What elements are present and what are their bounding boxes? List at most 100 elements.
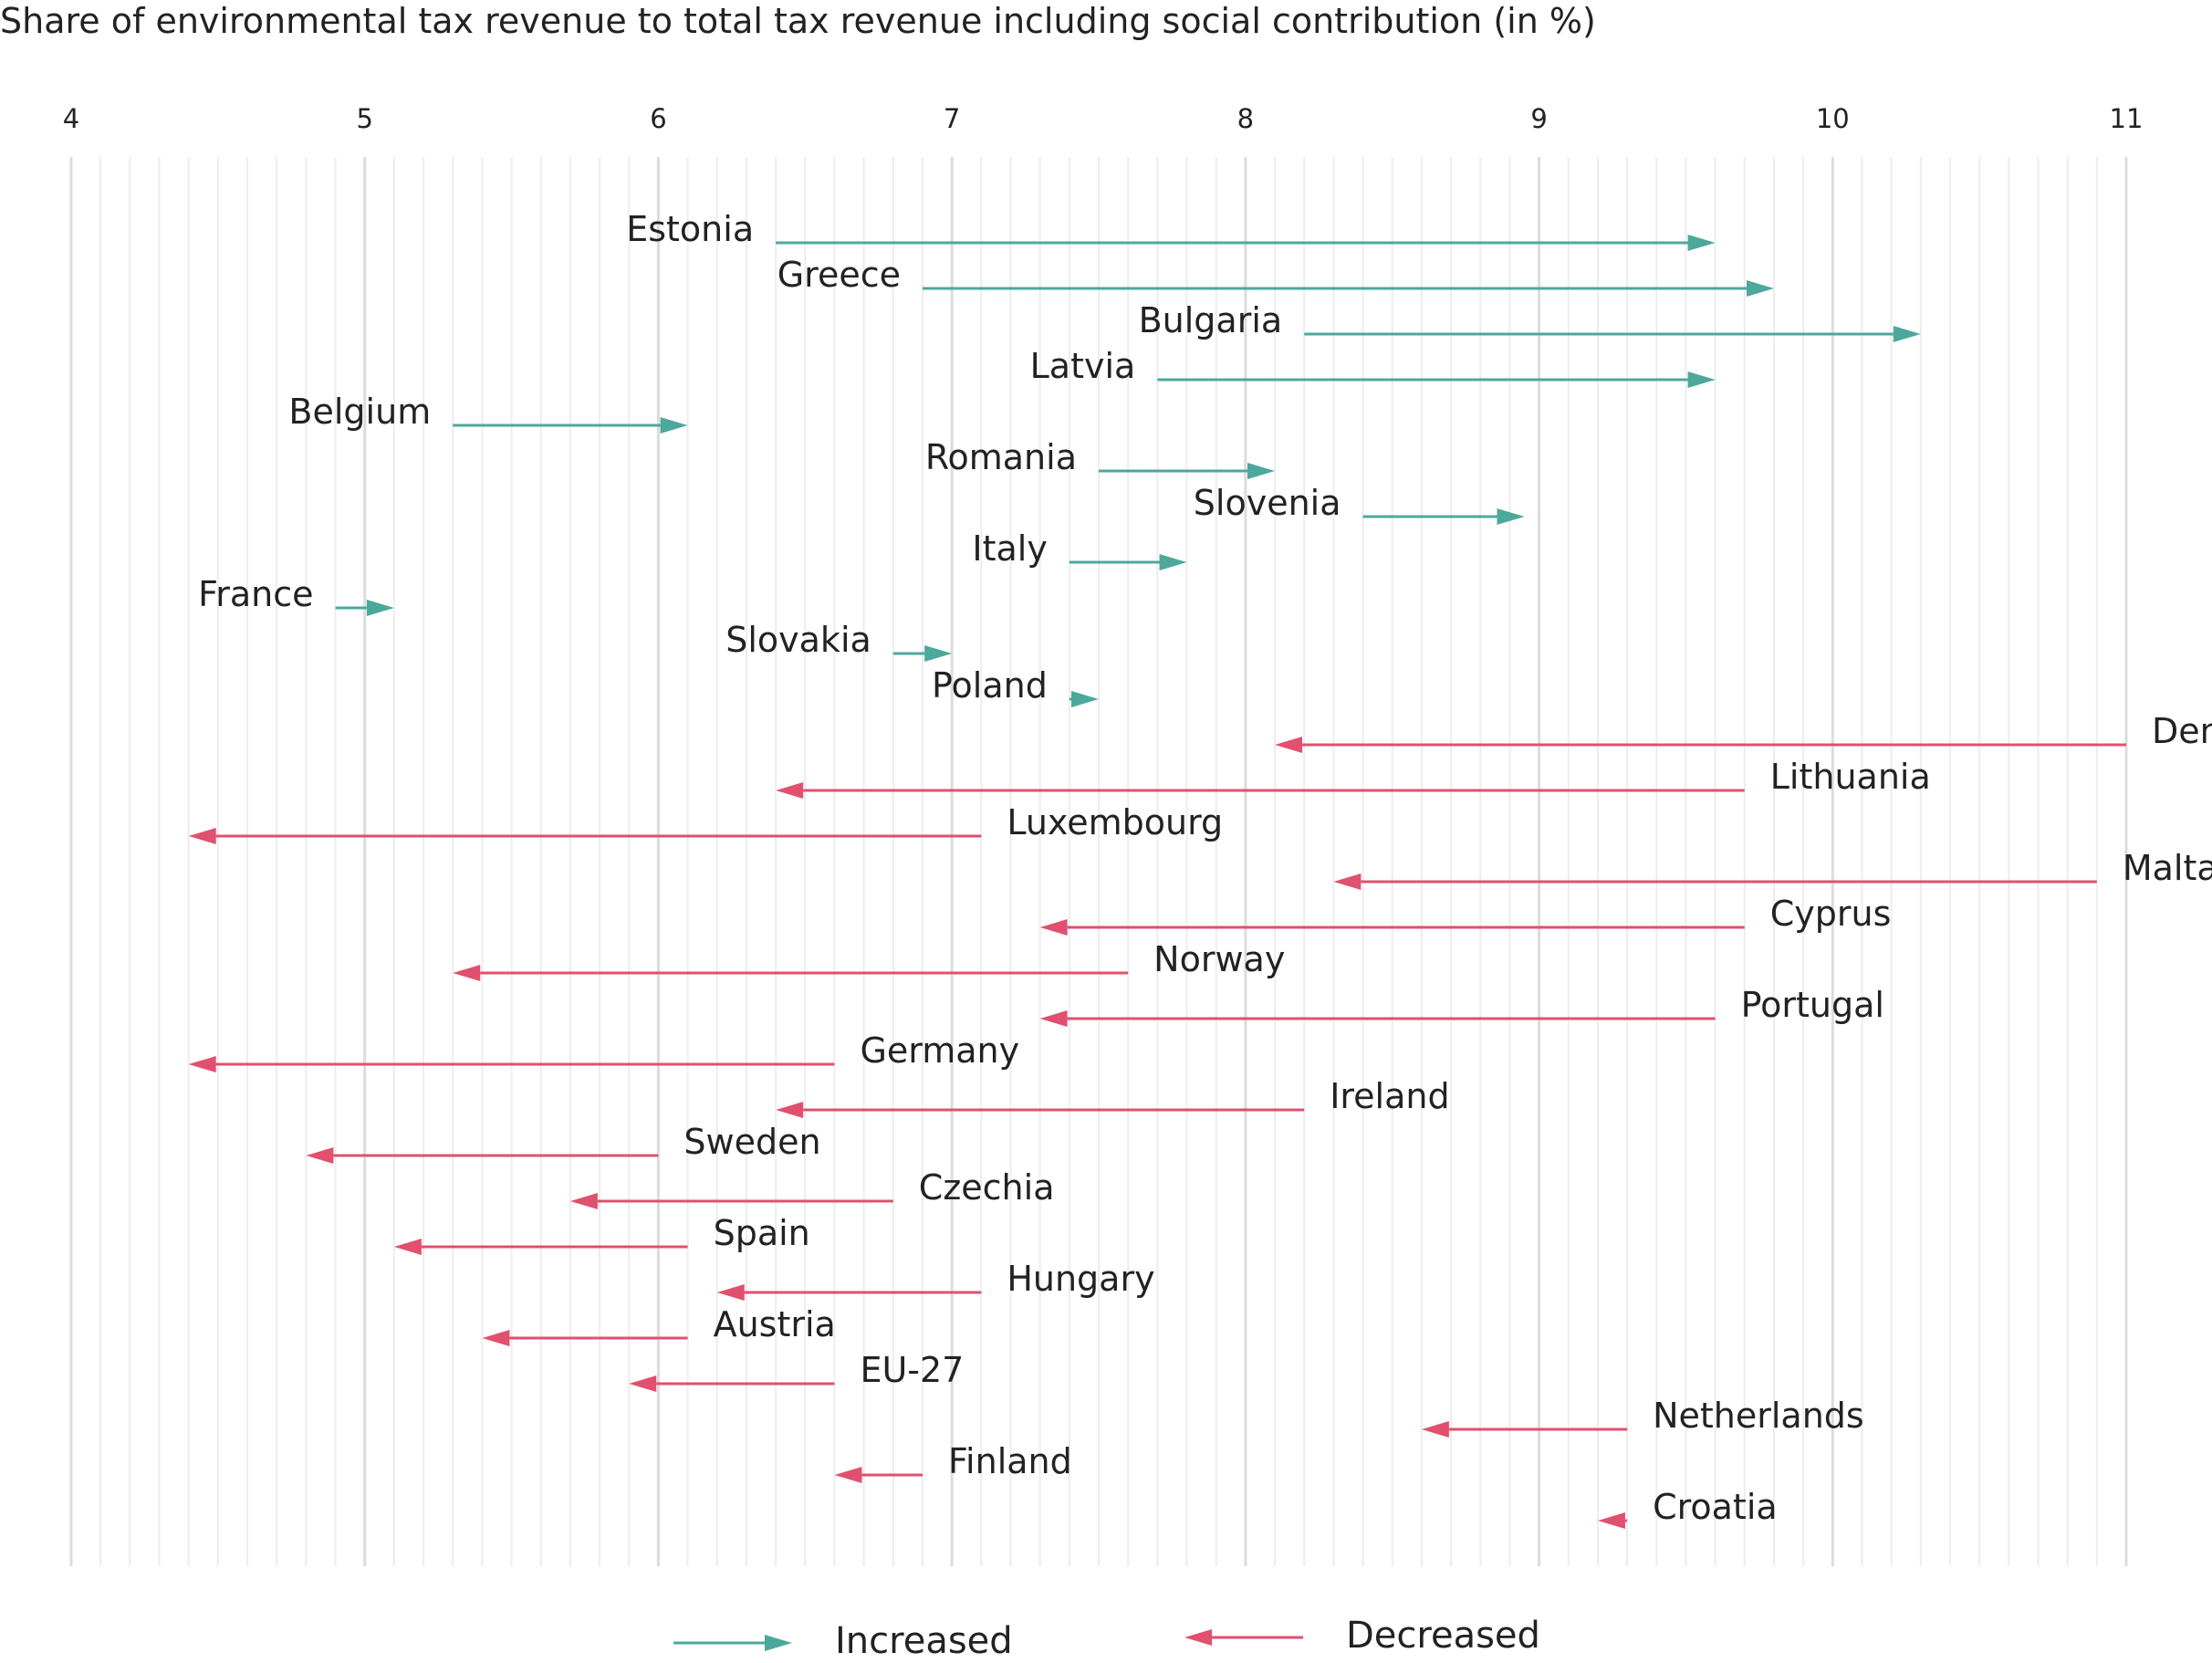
x-tick-label: 11 <box>2110 103 2144 134</box>
row-romania: Romania <box>925 437 1276 479</box>
arrow-head <box>776 1102 804 1118</box>
legend-item-increased: Increased <box>673 1620 1013 1662</box>
arrow-head <box>1597 1512 1625 1529</box>
country-label: Spain <box>714 1213 810 1253</box>
x-tick-label: 6 <box>650 103 666 134</box>
country-label: Malta <box>2123 848 2212 888</box>
arrow-head <box>188 828 216 844</box>
legend-label: Decreased <box>1346 1615 1540 1657</box>
arrow-head <box>1687 235 1716 251</box>
legend-arrow-head <box>765 1635 792 1651</box>
arrow-head <box>569 1193 598 1209</box>
country-label: Ireland <box>1330 1076 1449 1116</box>
country-label: Italy <box>972 528 1047 569</box>
arrow-head <box>1893 326 1921 342</box>
arrow-head <box>1746 280 1774 297</box>
country-label: Latvia <box>1030 346 1136 386</box>
row-austria: Austria <box>482 1304 836 1346</box>
arrow-head <box>453 965 481 981</box>
country-label: Sweden <box>683 1122 820 1162</box>
row-italy: Italy <box>972 528 1187 570</box>
x-tick-label: 9 <box>1530 103 1547 134</box>
row-france: France <box>198 574 394 616</box>
row-portugal: Portugal <box>1039 985 1884 1027</box>
row-sweden: Sweden <box>306 1122 821 1164</box>
row-slovenia: Slovenia <box>1194 483 1525 525</box>
row-netherlands: Netherlands <box>1421 1396 1864 1438</box>
arrow-head <box>776 782 804 799</box>
country-label: Portugal <box>1741 985 1884 1025</box>
country-label: France <box>198 574 313 614</box>
chart-title: Share of environmental tax revenue to to… <box>0 1 1596 41</box>
arrow-head <box>1039 1010 1068 1027</box>
country-label: Cyprus <box>1770 894 1892 934</box>
row-spain: Spain <box>393 1213 810 1255</box>
country-label: Poland <box>932 665 1048 706</box>
country-label: Norway <box>1153 939 1285 979</box>
country-label: Czechia <box>919 1167 1055 1208</box>
row-hungary: Hungary <box>716 1259 1155 1301</box>
x-tick-label: 7 <box>944 103 960 134</box>
arrow-head <box>924 645 953 662</box>
country-label: EU-27 <box>860 1350 964 1390</box>
row-belgium: Belgium <box>288 392 688 434</box>
row-poland: Poland <box>932 665 1099 707</box>
arrow-head <box>482 1330 510 1346</box>
arrow-head <box>1333 873 1362 890</box>
arrow-head <box>834 1467 862 1483</box>
arrow-head <box>1039 919 1068 936</box>
row-greece: Greece <box>777 255 1774 297</box>
row-slovakia: Slovakia <box>725 620 953 662</box>
country-label: Belgium <box>288 392 431 432</box>
x-tick-label: 10 <box>1816 103 1850 134</box>
country-label: Greece <box>777 255 901 295</box>
country-label: Luxembourg <box>1007 802 1223 842</box>
country-label: Netherlands <box>1653 1396 1864 1436</box>
country-label: Slovenia <box>1194 483 1341 523</box>
arrow-head <box>1421 1421 1449 1438</box>
country-label: Slovakia <box>725 620 871 660</box>
legend-item-decreased: Decreased <box>1184 1615 1540 1657</box>
arrow-head <box>393 1239 422 1255</box>
arrow-head <box>1497 508 1525 525</box>
row-estonia: Estonia <box>626 209 1716 251</box>
legend: Increased Decreased <box>673 1615 1540 1662</box>
country-label: Finland <box>948 1441 1072 1481</box>
arrow-head <box>1275 737 1303 753</box>
arrow-head <box>629 1375 657 1392</box>
legend-label: Increased <box>835 1620 1013 1662</box>
row-czechia: Czechia <box>569 1167 1055 1209</box>
country-label: Romania <box>925 437 1077 477</box>
row-norway: Norway <box>453 939 1285 981</box>
country-label: Germany <box>860 1030 1019 1071</box>
arrow-head <box>1687 371 1716 388</box>
grid <box>69 157 2128 1566</box>
row-croatia: Croatia <box>1597 1487 1778 1529</box>
arrow-head <box>1247 463 1276 479</box>
arrow-head <box>660 417 688 434</box>
arrow-head <box>1159 554 1187 570</box>
country-label: Denmark <box>2152 711 2212 751</box>
country-label: Lithuania <box>1770 757 1931 797</box>
country-label: Bulgaria <box>1139 300 1283 340</box>
country-label: Austria <box>714 1304 836 1344</box>
row-malta: Malta <box>1333 848 2212 890</box>
arrow-head <box>188 1056 216 1072</box>
row-germany: Germany <box>188 1030 1019 1072</box>
x-axis-ticks: 4 5 6 7 8 9 10 11 <box>63 103 2144 134</box>
country-label: Estonia <box>626 209 754 249</box>
row-lithuania: Lithuania <box>776 757 1931 799</box>
row-luxembourg: Luxembourg <box>188 802 1223 844</box>
arrow-head <box>366 600 394 616</box>
row-denmark: Denmark <box>1275 711 2212 753</box>
legend-arrow-head <box>1184 1629 1212 1646</box>
row-eu-27: EU-27 <box>629 1350 964 1392</box>
arrow-head <box>1071 691 1099 707</box>
arrow-head <box>306 1147 334 1164</box>
x-tick-label: 5 <box>356 103 372 134</box>
x-tick-label: 4 <box>63 103 79 134</box>
arrow-head <box>716 1284 745 1301</box>
country-label: Hungary <box>1007 1259 1154 1299</box>
